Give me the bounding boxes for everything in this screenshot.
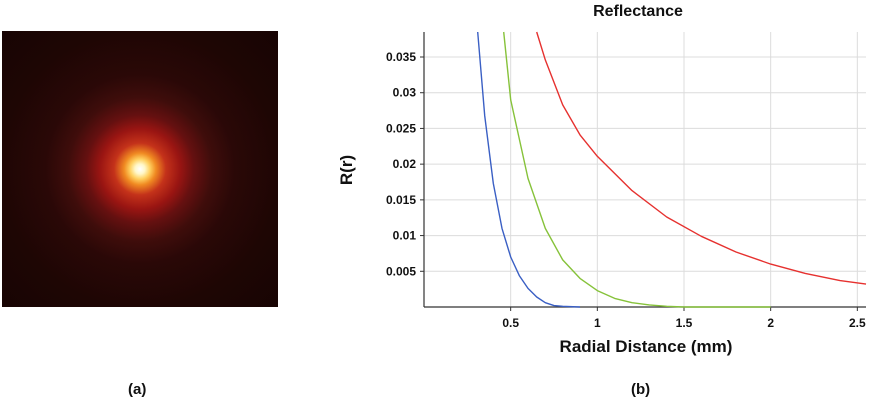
x-tick-label: 1.5	[676, 316, 693, 330]
series-lines	[477, 31, 867, 308]
x-axis-label: Radial Distance (mm)	[560, 337, 733, 356]
x-tick-label: 1	[594, 316, 601, 330]
y-tick-label: 0.015	[386, 193, 416, 207]
y-tick-label: 0.02	[393, 157, 417, 171]
panel-b-label: (b)	[631, 381, 651, 398]
series-line-2	[503, 31, 771, 308]
series-line-1	[477, 31, 581, 308]
chart-title: Reflectance	[593, 3, 683, 20]
tick-labels: 0.005 0.01 0.015 0.02 0.025 0.03 0.035 0.5 1 1.5 2…	[386, 50, 866, 330]
x-tick-label: 0.5	[502, 316, 519, 330]
y-tick-label: 0.005	[386, 264, 416, 278]
y-axis-label: R(r)	[337, 155, 356, 185]
series-line-3	[536, 31, 867, 285]
y-tick-label: 0.025	[386, 121, 416, 135]
y-tick-label: 0.035	[386, 50, 416, 64]
y-tick-label: 0.03	[393, 86, 417, 100]
y-tick-label: 0.01	[393, 229, 417, 243]
grid	[424, 32, 866, 307]
axes	[420, 32, 866, 311]
reflectance-image	[2, 31, 278, 307]
x-tick-label: 2.5	[849, 316, 866, 330]
panel-a-label: (a)	[128, 381, 147, 398]
x-tick-label: 2	[767, 316, 774, 330]
